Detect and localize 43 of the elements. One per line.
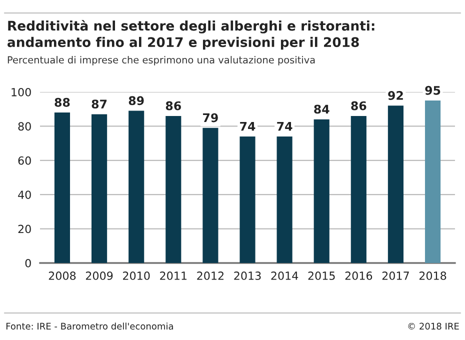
y-tick-label: 100 bbox=[12, 88, 31, 96]
x-tick-label: 2014 bbox=[271, 272, 298, 280]
x-tick-label: 2010 bbox=[123, 272, 150, 280]
data-label: 86 bbox=[351, 101, 366, 110]
bar bbox=[202, 128, 218, 263]
bar bbox=[240, 136, 256, 263]
y-tick-label: 60 bbox=[18, 156, 31, 165]
bar bbox=[276, 136, 292, 263]
x-tick-label: 2011 bbox=[160, 272, 187, 280]
y-tick-label: 80 bbox=[18, 122, 31, 131]
data-label: 87 bbox=[92, 100, 107, 109]
data-label: 79 bbox=[203, 113, 218, 122]
source-note: Fonte: IRE - Barometro dell'economia bbox=[6, 322, 173, 330]
bar bbox=[128, 110, 144, 263]
data-label: 89 bbox=[128, 96, 144, 106]
data-label: 95 bbox=[425, 86, 440, 95]
data-label: 74 bbox=[240, 122, 256, 131]
data-label: 84 bbox=[314, 104, 330, 114]
y-tick-label: 20 bbox=[18, 224, 31, 234]
bar bbox=[350, 116, 366, 263]
x-tick-label: 2018 bbox=[419, 272, 446, 280]
x-tick-label: 2008 bbox=[48, 272, 76, 280]
x-tick-label: 2012 bbox=[197, 272, 224, 280]
bar bbox=[166, 116, 182, 263]
bar bbox=[54, 112, 70, 263]
x-tick-label: 2009 bbox=[86, 272, 113, 280]
y-tick-label: 0 bbox=[25, 258, 31, 268]
y-tick-label: 40 bbox=[18, 190, 31, 199]
x-tick-label: 2013 bbox=[234, 272, 261, 280]
x-tick-label: 2015 bbox=[308, 272, 335, 280]
data-label: 92 bbox=[388, 91, 403, 100]
bar bbox=[388, 106, 404, 263]
data-label: 86 bbox=[166, 101, 181, 110]
chart-title: Redditività nel settore degli alberghi e ristoranti: andamento fino al 2017 e previsioni per il 2018 bbox=[8, 20, 374, 50]
x-tick-label: 2016 bbox=[345, 272, 372, 280]
bar bbox=[314, 119, 330, 263]
bar bbox=[424, 100, 441, 263]
chart-subtitle: Percentuale di imprese che esprimono una valutazione positiva bbox=[8, 56, 315, 66]
data-label: 74 bbox=[277, 122, 292, 131]
bar bbox=[92, 114, 108, 263]
x-tick-label: 2017 bbox=[382, 272, 409, 280]
data-label: 88 bbox=[54, 98, 70, 107]
text: © 2018 IRE bbox=[408, 322, 459, 330]
